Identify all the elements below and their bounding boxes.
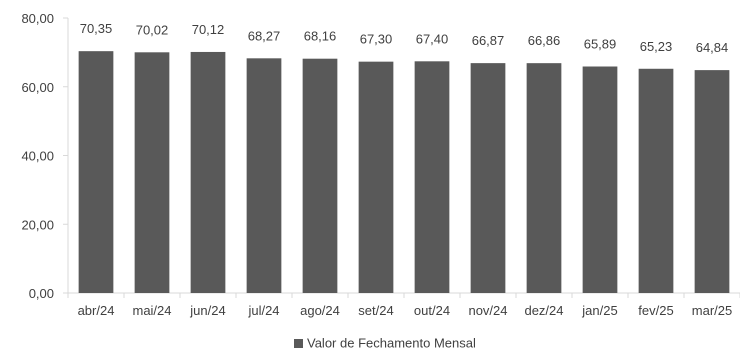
bar [694, 70, 730, 293]
data-label: 66,86 [528, 33, 561, 48]
x-tick-label: mar/25 [692, 303, 732, 318]
data-label: 70,02 [136, 22, 169, 37]
bar [302, 58, 338, 294]
bar [190, 51, 226, 294]
data-label: 70,12 [192, 22, 225, 37]
y-tick-label: 40,00 [21, 149, 54, 164]
bar [582, 66, 618, 293]
y-tick-label: 20,00 [21, 217, 54, 232]
x-tick-label: jan/25 [581, 303, 617, 318]
x-tick-label: out/24 [414, 303, 450, 318]
x-tick-label: fev/25 [638, 303, 673, 318]
y-tick-label: 0,00 [29, 286, 54, 301]
y-tick-label: 80,00 [21, 11, 54, 26]
x-axis: abr/24 mai/24 jun/24 jul/24 ago/24 set/24 out/… [67, 292, 740, 318]
bar [358, 61, 394, 293]
data-label: 68,16 [304, 29, 337, 44]
bar [134, 52, 170, 294]
legend-swatch [294, 339, 303, 348]
bar [414, 61, 450, 293]
bar [470, 63, 506, 294]
x-tick-label: dez/24 [524, 303, 563, 318]
bar [638, 68, 674, 293]
x-tick-label: abr/24 [78, 303, 115, 318]
data-label: 65,89 [584, 37, 617, 52]
bar [526, 63, 562, 294]
x-tick-label: set/24 [358, 303, 393, 318]
x-tick-label: nov/24 [468, 303, 507, 318]
legend-label: Valor de Fechamento Mensal [307, 336, 476, 351]
x-tick-label: jun/24 [189, 303, 225, 318]
y-axis: 0,00 20,00 40,00 60,00 80,00 [21, 11, 69, 301]
x-tick-label: ago/24 [300, 303, 340, 318]
data-labels: 70,35 70,02 70,12 68,27 68,16 67,30 67,40 66,87… [80, 21, 729, 55]
data-label: 65,23 [640, 39, 673, 54]
bars [78, 51, 730, 294]
data-label: 68,27 [248, 28, 281, 43]
data-label: 66,87 [472, 33, 505, 48]
bar [246, 58, 282, 294]
data-label: 70,35 [80, 21, 113, 36]
y-tick-label: 60,00 [21, 80, 54, 95]
data-label: 67,30 [360, 32, 393, 47]
data-label: 67,40 [416, 31, 449, 46]
x-tick-label: mai/24 [132, 303, 171, 318]
x-tick-label: jul/24 [247, 303, 279, 318]
bar [78, 51, 114, 293]
legend: Valor de Fechamento Mensal [294, 336, 476, 351]
data-label: 64,84 [696, 40, 729, 55]
